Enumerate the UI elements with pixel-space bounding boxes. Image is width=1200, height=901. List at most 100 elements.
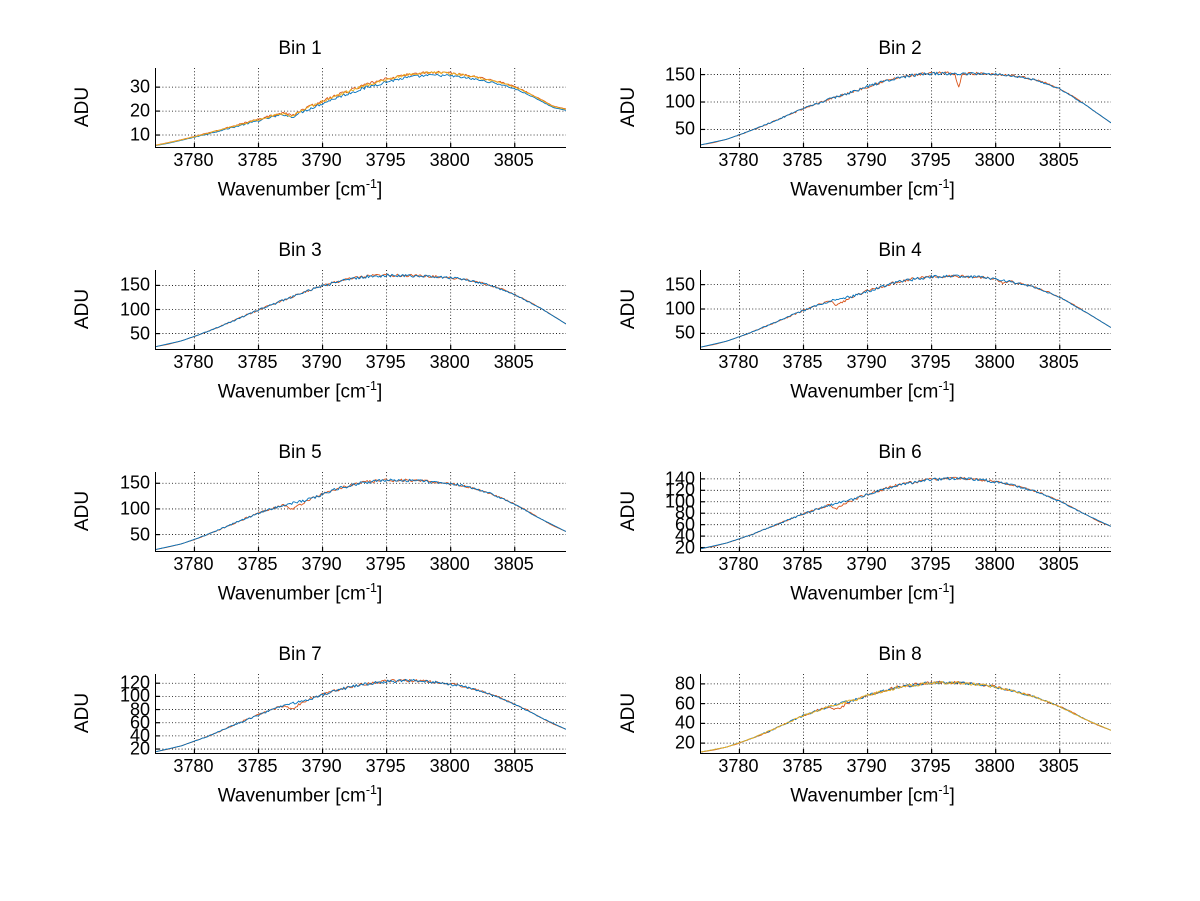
x-axis-label-1: Wavenumber [cm-1] — [0, 177, 600, 201]
y-ticks-7: 20 40 60 80 100 120 — [93, 674, 153, 758]
y-ticks-5: 50 100 150 — [93, 472, 153, 551]
x-ticks-4: 3780 3785 3790 3795 3800 3805 — [700, 353, 1110, 377]
panel-title-5: Bin 5 — [278, 442, 322, 463]
y-tick-label: 140 — [664, 468, 695, 489]
x-tick-label: 3780 — [173, 352, 214, 372]
x-axis-label-text: Wavenumber [cm — [217, 381, 366, 403]
x-tick-label: 3795 — [365, 352, 406, 372]
data-trace-trace-orange — [701, 680, 1111, 753]
x-tick-label: 3795 — [365, 756, 406, 776]
panel-title-3: Bin 3 — [278, 240, 322, 261]
x-ticks-1: 3780 3785 3790 3795 3800 3805 — [155, 151, 565, 175]
y-tick-label: 50 — [674, 119, 695, 140]
x-axis-label-bracket: ] — [377, 785, 383, 807]
x-axis-label-bracket: ] — [949, 381, 955, 403]
x-tick-label: 3805 — [1038, 756, 1079, 776]
x-axis-label-bracket: ] — [377, 179, 383, 201]
x-axis-label-text: Wavenumber [cm — [790, 785, 939, 807]
x-tick-label: 3785 — [782, 554, 823, 574]
y-tick-label: 150 — [664, 64, 695, 85]
plot-svg-8 — [701, 674, 1111, 753]
y-tick-label: 60 — [674, 514, 695, 535]
x-ticks-3: 3780 3785 3790 3795 3800 3805 — [155, 353, 565, 377]
y-tick-label: 120 — [664, 479, 695, 500]
y-axis-label-8: ADU — [618, 692, 639, 733]
y-tick-label: 40 — [129, 725, 150, 746]
x-tick-label: 3790 — [301, 554, 342, 574]
x-tick-label: 3790 — [301, 352, 342, 372]
x-tick-label: 3785 — [782, 150, 823, 170]
plot-panel-3: Bin 3 ADU 50 100 150 3780 3785 3790 3795 3800 3805… — [0, 240, 600, 442]
x-axis-label-5: Wavenumber [cm-1] — [0, 581, 600, 605]
tick-marks-1 — [156, 86, 516, 147]
y-tick-label: 150 — [664, 274, 695, 295]
gridlines-4 — [701, 270, 1111, 349]
y-axis-label-6: ADU — [618, 490, 639, 531]
x-tick-label: 3805 — [1038, 150, 1079, 170]
data-trace-trace-blue — [156, 73, 566, 147]
data-trace-trace-orange — [156, 478, 566, 550]
plot-svg-1 — [156, 68, 566, 147]
x-tick-label: 3785 — [237, 756, 278, 776]
plot-svg-3 — [156, 270, 566, 349]
y-tick-label: 20 — [129, 100, 150, 121]
y-tick-label: 20 — [674, 537, 695, 558]
y-axis-label-3: ADU — [72, 288, 93, 329]
y-tick-label: 80 — [129, 699, 150, 720]
x-tick-label: 3800 — [974, 756, 1015, 776]
y-tick-label: 50 — [674, 323, 695, 344]
x-axis-label-text: Wavenumber [cm — [790, 583, 939, 605]
x-tick-label: 3795 — [365, 554, 406, 574]
y-tick-label: 50 — [129, 323, 150, 344]
x-axis-label-8: Wavenumber [cm-1] — [545, 783, 1200, 807]
data-trace-trace-orange — [156, 70, 566, 146]
data-trace-trace-orange — [701, 274, 1111, 348]
x-tick-label: 3800 — [429, 150, 470, 170]
data-trace-trace-blue — [701, 476, 1111, 550]
y-axis-label-1: ADU — [72, 86, 93, 127]
plot-panel-2: Bin 2 ADU 50 100 150 3780 3785 3790 3795 3800 3805… — [600, 38, 1200, 240]
plot-area-3 — [155, 270, 566, 350]
plot-area-8 — [700, 674, 1111, 754]
y-tick-label: 30 — [129, 76, 150, 97]
data-trace-trace-blue — [701, 274, 1111, 348]
x-tick-label: 3790 — [846, 756, 887, 776]
x-tick-label: 3785 — [237, 352, 278, 372]
tick-marks-8 — [701, 683, 1061, 753]
y-tick-label: 40 — [674, 525, 695, 546]
y-ticks-6: 20 40 60 80 100 120 140 — [638, 468, 698, 556]
x-axis-label-text: Wavenumber [cm — [217, 785, 366, 807]
panel-title-1: Bin 1 — [278, 38, 322, 59]
gridlines-2 — [701, 68, 1111, 147]
y-axis-label-4: ADU — [618, 288, 639, 329]
y-tick-label: 100 — [119, 498, 150, 519]
x-tick-label: 3780 — [173, 150, 214, 170]
x-tick-label: 3805 — [493, 150, 534, 170]
plot-panel-1: Bin 1 ADU 10 20 30 3780 3785 3790 3795 3800 3805 Wa… — [0, 38, 600, 240]
x-tick-label: 3790 — [846, 150, 887, 170]
x-tick-label: 3780 — [718, 554, 759, 574]
y-axis-label-2: ADU — [618, 86, 639, 127]
y-tick-label: 100 — [119, 686, 150, 707]
plot-svg-5 — [156, 472, 566, 551]
data-trace-trace-yellow — [156, 71, 566, 146]
x-tick-label: 3805 — [1038, 352, 1079, 372]
x-tick-label: 3785 — [782, 352, 823, 372]
x-tick-label: 3805 — [1038, 554, 1079, 574]
tick-marks-7 — [156, 682, 516, 753]
plot-area-1 — [155, 68, 566, 148]
x-axis-label-exponent: -1 — [938, 581, 950, 595]
x-axis-label-bracket: ] — [377, 381, 383, 403]
data-trace-trace-orange — [701, 71, 1111, 146]
x-axis-label-text: Wavenumber [cm — [217, 583, 366, 605]
x-axis-label-text: Wavenumber [cm — [790, 179, 939, 201]
panel-title-7: Bin 7 — [278, 644, 322, 665]
x-tick-label: 3780 — [718, 352, 759, 372]
x-tick-label: 3780 — [718, 756, 759, 776]
x-tick-label: 3790 — [846, 554, 887, 574]
y-tick-label: 100 — [664, 298, 695, 319]
data-trace-trace-orange — [156, 273, 566, 348]
plot-area-2 — [700, 68, 1111, 148]
x-axis-label-exponent: -1 — [365, 783, 378, 797]
y-ticks-3: 50 100 150 — [93, 270, 153, 349]
